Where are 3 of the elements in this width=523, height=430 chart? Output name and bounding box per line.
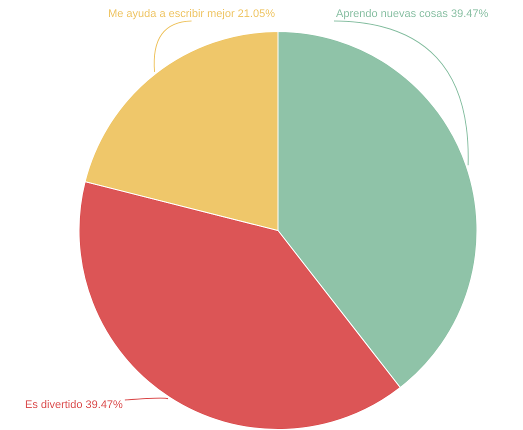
slice-label: Me ayuda a escribir mejor 21.05% — [108, 8, 276, 20]
slice-label: Es divertido 39.47% — [25, 399, 124, 412]
slice-label: Aprendo nuevas cosas 39.47% — [336, 8, 488, 20]
